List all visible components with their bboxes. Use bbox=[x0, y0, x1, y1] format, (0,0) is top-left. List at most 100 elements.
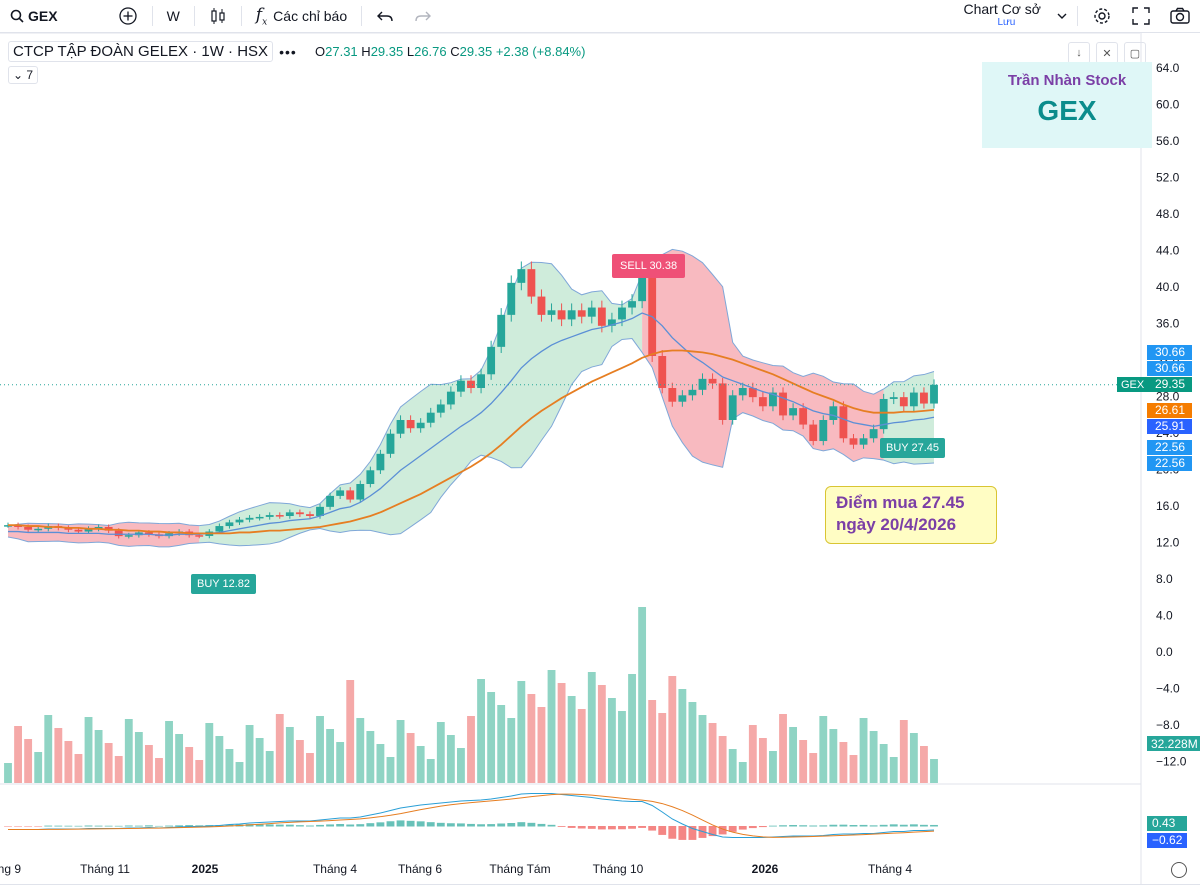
macd-histogram-bar bbox=[134, 825, 143, 827]
price-tick-label: 40.0 bbox=[1156, 280, 1180, 294]
macd-histogram-bar bbox=[14, 826, 22, 827]
indicator-toggle[interactable]: ⌄ 7 bbox=[8, 66, 39, 84]
low-value: 26.76 bbox=[414, 44, 447, 59]
volume-bar bbox=[748, 725, 757, 783]
price-label-bg bbox=[1147, 456, 1192, 471]
candle-body bbox=[215, 526, 224, 532]
candle-body bbox=[839, 406, 848, 439]
macd-histogram-bar bbox=[547, 824, 556, 827]
volume-bar bbox=[930, 759, 938, 783]
candle-body bbox=[688, 389, 697, 396]
compare-button[interactable] bbox=[108, 0, 148, 32]
author-watermark: Trần Nhàn Stock GEX bbox=[982, 62, 1152, 148]
price-label-bg bbox=[1147, 440, 1192, 455]
chart-legend: CTCP TẬP ĐOÀN GELEX · 1W · HSX ••• bbox=[8, 41, 297, 62]
time-tick-label: Tháng 4 bbox=[313, 862, 357, 876]
macd-histogram-bar bbox=[144, 825, 153, 827]
volume-bar bbox=[205, 723, 214, 783]
volume-bar bbox=[215, 736, 224, 783]
price-label-bg bbox=[1147, 403, 1192, 418]
candlestick-icon bbox=[211, 8, 225, 24]
price-label-bg bbox=[1147, 361, 1192, 376]
save-status: Lưu bbox=[997, 17, 1016, 28]
layout-dropdown[interactable] bbox=[1051, 0, 1073, 32]
macd-signal-line bbox=[8, 793, 935, 838]
macd-histogram-bar bbox=[909, 824, 918, 827]
candle-body bbox=[426, 412, 435, 423]
fullscreen-button[interactable] bbox=[1122, 0, 1160, 32]
candle-body bbox=[144, 532, 153, 535]
macd-histogram-bar bbox=[537, 823, 546, 827]
collapse-icon[interactable]: ✕ bbox=[1096, 42, 1118, 64]
volume-bar bbox=[336, 742, 345, 783]
macd-histogram-bar bbox=[567, 826, 576, 828]
undo-button[interactable] bbox=[366, 0, 404, 32]
high-key: H bbox=[361, 44, 371, 59]
macd-histogram-bar bbox=[628, 826, 636, 829]
macd-histogram-bar bbox=[165, 825, 173, 827]
macd-histogram-bar bbox=[638, 826, 647, 828]
macd-histogram-bar bbox=[477, 824, 485, 827]
more-options-icon[interactable]: ••• bbox=[279, 43, 297, 60]
macd-histogram-bar bbox=[859, 824, 868, 827]
chevron-down-icon bbox=[1057, 13, 1067, 19]
macd-histogram-bar bbox=[920, 824, 928, 827]
symbol-title[interactable]: CTCP TẬP ĐOÀN GELEX · 1W · HSX bbox=[8, 41, 274, 62]
volume-bar bbox=[134, 732, 143, 783]
volume-bar bbox=[306, 753, 314, 783]
price-tick-label: 0.0 bbox=[1156, 645, 1173, 659]
price-tick-label: 16.0 bbox=[1156, 499, 1180, 513]
settings-icon[interactable] bbox=[1171, 862, 1187, 878]
snapshot-button[interactable] bbox=[1160, 0, 1200, 32]
settings-button[interactable] bbox=[1082, 0, 1122, 32]
candle-body bbox=[225, 522, 234, 527]
macd-histogram-bar bbox=[426, 822, 435, 827]
candle-body bbox=[74, 529, 83, 532]
candle-body bbox=[537, 296, 546, 315]
candle-body bbox=[879, 398, 888, 430]
price-tick-label: 12.0 bbox=[1156, 536, 1180, 550]
macd-histogram-bar bbox=[64, 825, 73, 827]
volume-bar bbox=[668, 676, 677, 783]
volume-bar bbox=[285, 727, 294, 783]
volume-bar bbox=[597, 685, 606, 783]
symbol-search-button[interactable]: GEX bbox=[0, 0, 68, 32]
volume-bar bbox=[124, 719, 133, 783]
volume-bar bbox=[24, 739, 33, 783]
volume-bar bbox=[14, 726, 22, 783]
macd-histogram-bar bbox=[285, 824, 294, 827]
candle-body bbox=[235, 519, 244, 523]
volume-bar bbox=[4, 763, 12, 783]
search-icon bbox=[10, 9, 24, 23]
volume-bar bbox=[34, 752, 43, 783]
candle-body bbox=[527, 269, 536, 297]
volume-bar bbox=[84, 717, 93, 783]
candle-body bbox=[607, 319, 616, 326]
candle-body bbox=[436, 404, 445, 413]
open-value: 27.31 bbox=[325, 44, 358, 59]
candle-body bbox=[658, 356, 667, 388]
macd-histogram-bar bbox=[607, 826, 616, 830]
chart-style-button[interactable] bbox=[199, 0, 237, 32]
indicators-button[interactable]: fx Các chỉ báo bbox=[246, 0, 357, 32]
layout-button[interactable]: Chart Cơ sở Lưu bbox=[954, 2, 1052, 29]
bollinger-bands bbox=[7, 248, 935, 548]
symbol-tag: GEX bbox=[1121, 379, 1145, 391]
candle-body bbox=[849, 438, 858, 445]
candles bbox=[4, 256, 938, 539]
volume-bars bbox=[4, 607, 938, 783]
macd-histogram-bar bbox=[487, 824, 496, 827]
buy-point-callout: Điểm mua 27.45 ngày 20/4/2026 bbox=[825, 486, 997, 544]
time-tick-label: Tháng 4 bbox=[868, 862, 912, 876]
volume-bar bbox=[829, 729, 838, 783]
candle-body bbox=[597, 307, 606, 326]
candle-body bbox=[899, 397, 908, 407]
candle-body bbox=[326, 495, 335, 507]
interval-button[interactable]: W bbox=[157, 0, 190, 32]
price-label-bg bbox=[1147, 377, 1192, 392]
add-circle-icon bbox=[118, 7, 137, 25]
time-tick-label: Tháng 6 bbox=[398, 862, 442, 876]
macd-pane bbox=[4, 793, 938, 840]
redo-button[interactable] bbox=[404, 0, 442, 32]
